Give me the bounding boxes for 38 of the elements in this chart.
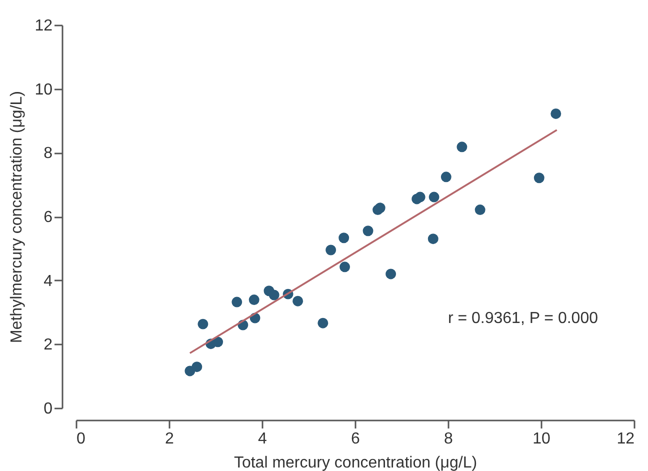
x-tick-label: 8	[444, 430, 454, 448]
y-tick-label: 6	[44, 209, 53, 226]
point	[292, 296, 304, 306]
y-tick-label: 4	[44, 272, 53, 290]
point	[232, 296, 242, 308]
annotation: r = 0.9361, P = 0.000	[448, 310, 598, 327]
point	[198, 318, 208, 330]
y-tick-label: 0	[44, 400, 53, 418]
point	[534, 172, 544, 184]
y-tick-label: 2	[44, 336, 53, 354]
point	[340, 262, 350, 272]
point	[428, 192, 440, 202]
x-axis-title: Total mercury concentration (μg/L)	[234, 454, 478, 471]
x-tick-label: 2	[165, 430, 174, 448]
point	[318, 318, 328, 328]
y-tick-label: 10	[34, 81, 53, 98]
point	[212, 336, 224, 348]
point	[456, 142, 468, 152]
y-tick-label: 8	[44, 145, 53, 162]
point	[414, 192, 426, 202]
x-tick-label: 6	[351, 430, 360, 448]
y-axis-title: Methylmercury concentration (μg/L)	[8, 91, 26, 343]
x-tick-label: 0	[76, 430, 86, 448]
x-tick-label: 10	[532, 430, 550, 448]
point	[192, 362, 202, 372]
point	[550, 108, 562, 119]
point	[362, 226, 374, 236]
point	[248, 294, 260, 306]
point	[440, 172, 452, 182]
point	[428, 234, 438, 244]
y-tick-label: 12	[34, 18, 53, 34]
point	[268, 290, 280, 300]
x-tick-label: 4	[258, 430, 268, 448]
point	[474, 204, 486, 216]
point	[386, 268, 396, 280]
point	[326, 244, 336, 256]
x-tick-label: 12	[616, 430, 635, 448]
point	[338, 232, 350, 244]
